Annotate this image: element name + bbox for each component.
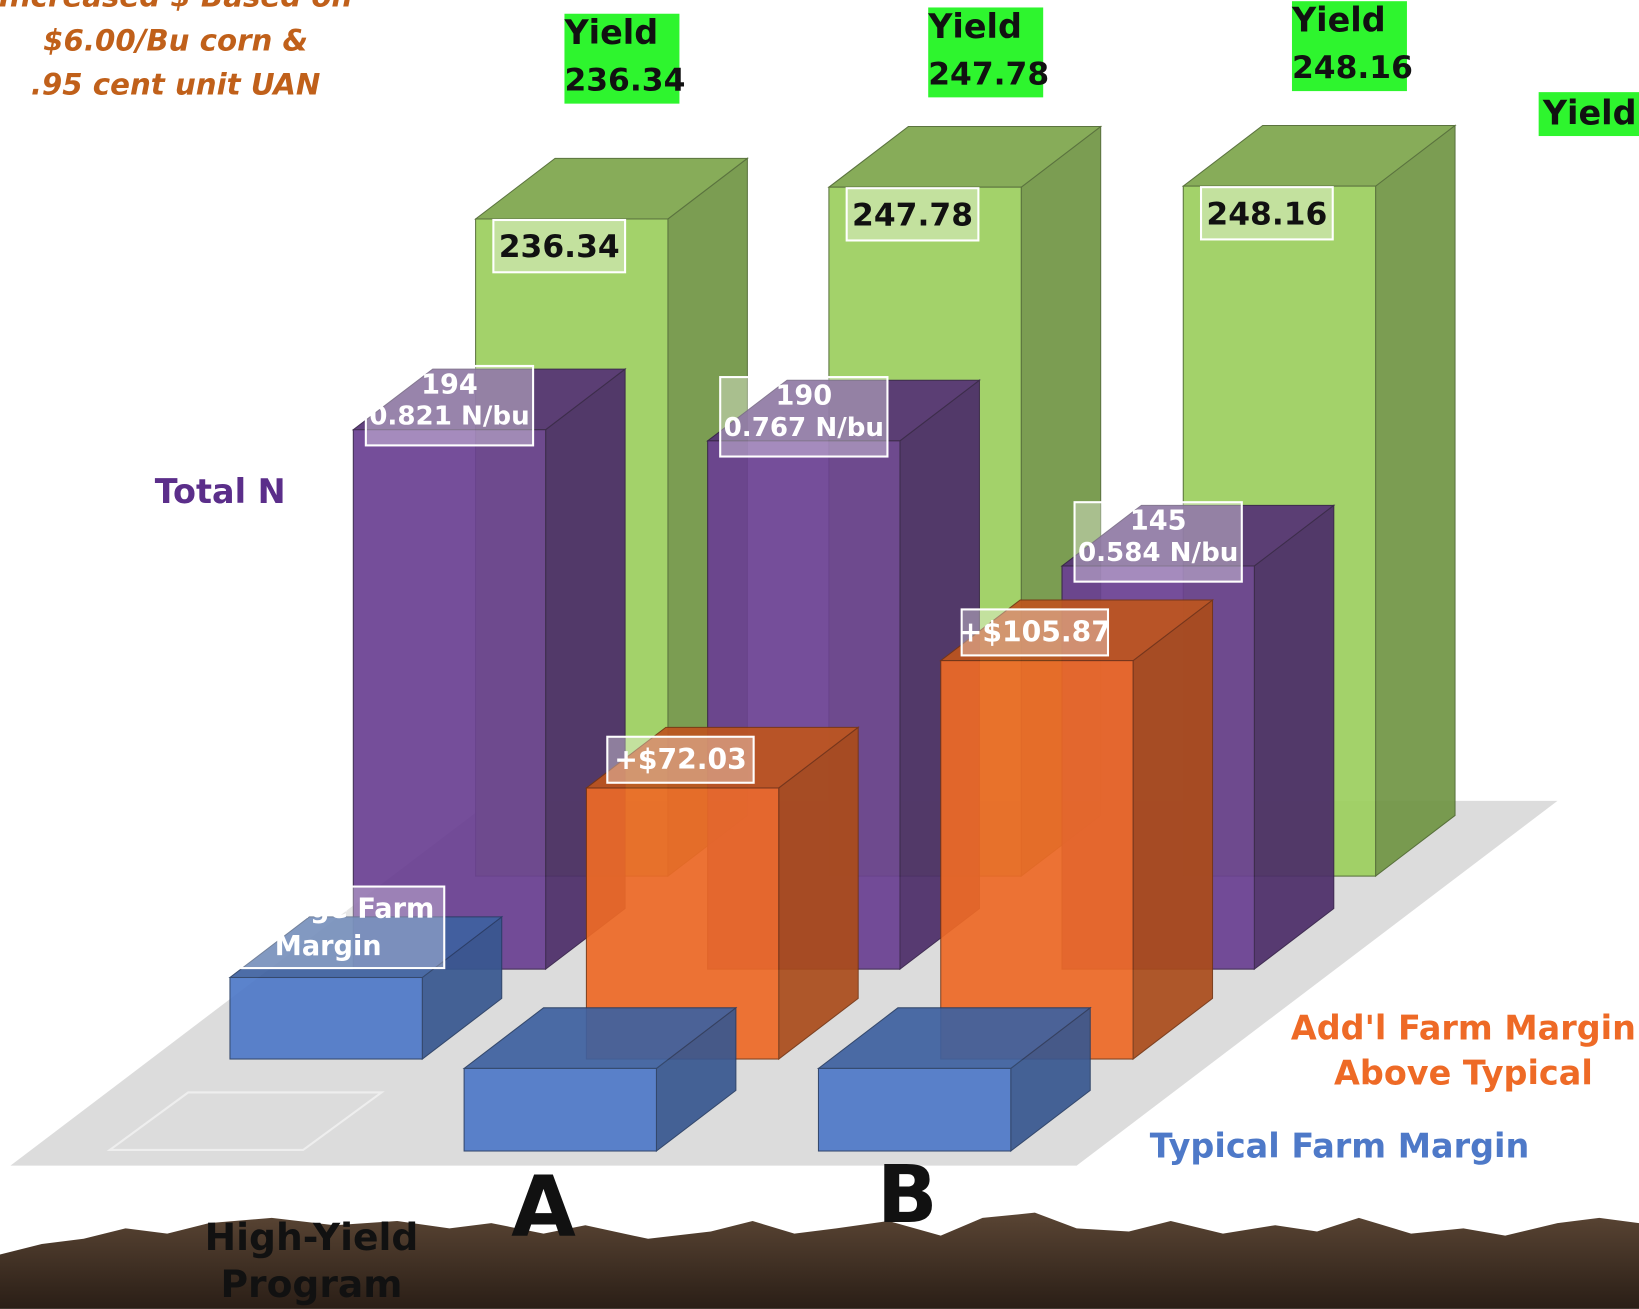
value-label-box — [1199, 186, 1334, 241]
value-label-box — [719, 376, 889, 458]
value-label: 236.34 — [499, 229, 620, 265]
category-label: A — [511, 1158, 576, 1256]
typical-margin-box — [462, 1006, 738, 1153]
yield-label: Yield — [1291, 1, 1386, 40]
bar-side — [1253, 504, 1335, 971]
average-label-box — [213, 885, 446, 970]
floor-outline — [106, 1091, 385, 1152]
annotation-line: .95 cent unit UAN — [31, 67, 321, 101]
value-label-box — [1073, 501, 1243, 583]
legend-label-line: Above Typical — [1334, 1053, 1593, 1092]
average-margin-box — [228, 915, 504, 1061]
soil — [0, 1212, 1639, 1309]
value-label-box — [492, 218, 627, 274]
value-label: 248.16 — [1206, 196, 1327, 232]
value-label: 194 — [421, 369, 478, 400]
yield-value: 247.78 — [928, 56, 1049, 92]
yield-value: 248.16 — [1292, 50, 1413, 86]
legend-label: Typical Farm Margin — [1150, 1126, 1529, 1165]
yield-label: Yield — [927, 7, 1022, 46]
annotation: Increased $ Based on $6.00/Bu corn & .95… — [0, 0, 352, 101]
value-label: +$72.03 — [614, 743, 747, 776]
legend-label-line: Margin — [275, 931, 382, 962]
yield-highlight — [564, 13, 680, 104]
bar-front — [817, 1067, 1012, 1152]
value-label-box — [364, 364, 535, 447]
annotation-line: $6.00/Bu corn & — [43, 23, 308, 57]
n-per-bu-label: 0.584 N/bu — [1078, 538, 1238, 568]
legend-label: Yield — [1542, 94, 1637, 133]
category-label-line: High-Yield — [205, 1214, 419, 1258]
bar-front — [940, 660, 1134, 1060]
legend-label: Add'l Farm Margin Above Typical — [1291, 1008, 1636, 1092]
yield-highlight — [928, 7, 1044, 98]
value-label-box — [606, 735, 755, 784]
legend-label-line: Add'l Farm Margin — [1291, 1008, 1636, 1047]
category-label: B — [877, 1148, 938, 1241]
n-per-bu-label: 0.767 N/bu — [724, 413, 884, 443]
n-per-bu-label: 0.821 N/bu — [369, 402, 529, 432]
bar-side — [1132, 598, 1214, 1061]
value-label: +$105.87 — [959, 615, 1111, 648]
value-label-box — [960, 608, 1110, 657]
category-label-line: Program — [220, 1261, 402, 1305]
yield-label: Yield — [563, 13, 658, 52]
yield-highlight — [1291, 1, 1407, 92]
bar-side — [1375, 124, 1456, 878]
legend-label: Average Farm Margin — [222, 893, 434, 962]
value-label-box — [845, 187, 980, 242]
legend-label-line: Average Farm — [222, 893, 434, 924]
typical-margin-box — [816, 1006, 1092, 1153]
yield-highlight — [1538, 92, 1639, 137]
bar-front — [463, 1067, 657, 1152]
legend-label: Total N — [155, 472, 286, 511]
value-label: 190 — [775, 380, 832, 411]
value-label: 145 — [1130, 506, 1187, 537]
annotation-line: Increased $ Based on — [0, 0, 352, 14]
bar — [351, 368, 627, 971]
bar-front — [229, 976, 423, 1060]
bar — [939, 598, 1215, 1061]
bar-front — [352, 429, 547, 970]
yield-value: 236.34 — [564, 63, 685, 99]
value-label: 247.78 — [852, 197, 973, 233]
category-label: High-Yield Program — [205, 1214, 419, 1305]
